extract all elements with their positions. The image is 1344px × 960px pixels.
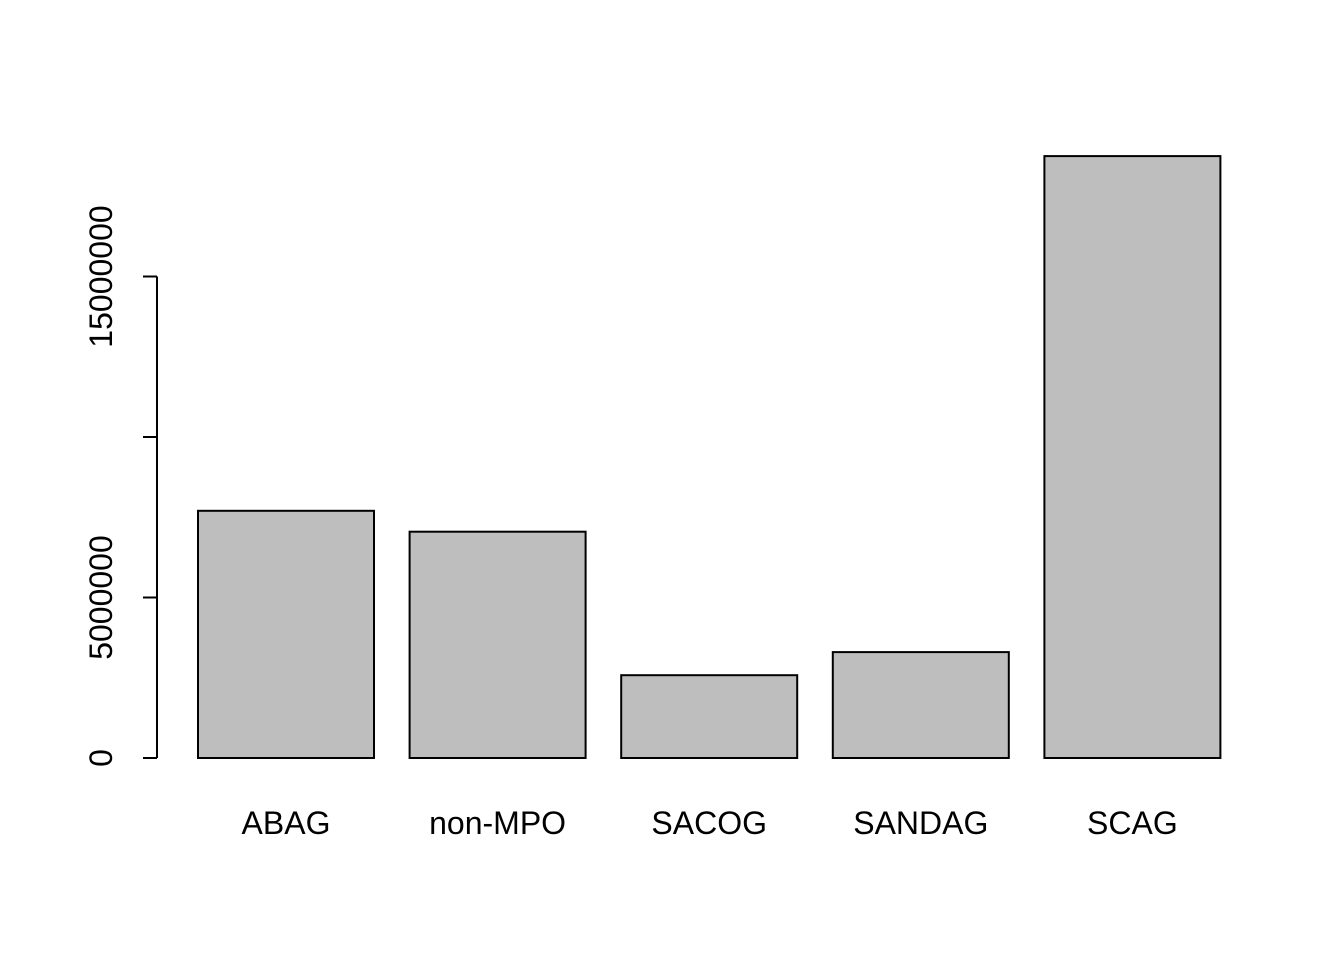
y-tick-label-5000000: 5000000 xyxy=(83,535,119,660)
category-label-sacog: SACOG xyxy=(651,805,767,841)
bar-abag xyxy=(197,509,375,759)
bars-group xyxy=(197,155,1222,760)
y-tick-label-15000000: 15000000 xyxy=(83,205,119,347)
x-axis-labels: ABAG non-MPO SACOG SANDAG SCAG xyxy=(242,805,1178,841)
category-label-sandag: SANDAG xyxy=(853,805,988,841)
category-label-non-mpo: non-MPO xyxy=(429,805,566,841)
bar-sacog xyxy=(620,674,799,760)
y-axis: 0 5000000 15000000 xyxy=(83,205,158,767)
bar-scag xyxy=(1043,155,1222,760)
category-label-abag: ABAG xyxy=(242,805,331,841)
bar-sandag xyxy=(831,651,1010,759)
bar-non-mpo xyxy=(408,530,587,760)
category-label-scag: SCAG xyxy=(1087,805,1178,841)
y-tick-label-0: 0 xyxy=(83,749,119,767)
